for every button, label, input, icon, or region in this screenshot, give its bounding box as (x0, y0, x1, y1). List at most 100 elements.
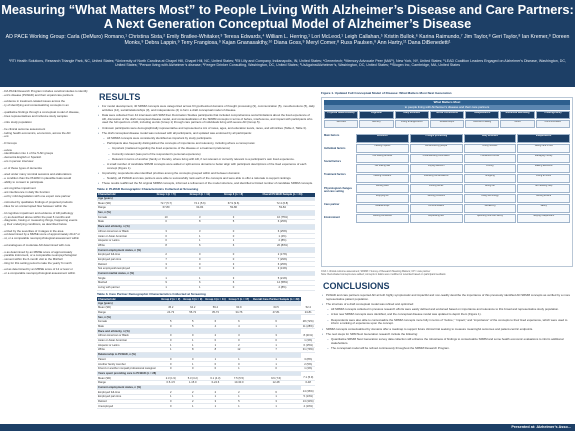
left-column-line: ...ent’s disease (PLWAD) and their unpai… (2, 92, 74, 97)
table-cell: 1 (250, 394, 302, 400)
figure-concept-box: Taking care of self (517, 143, 570, 153)
table-header-cell: Characteristic (97, 192, 150, 197)
table-cell: 2 (159, 389, 182, 396)
figure-title: Figure 1. Updated Full Conceptual Model … (321, 91, 452, 95)
left-column-line: ...eview (2, 147, 12, 152)
left-column-line: ...ntire study population (2, 120, 32, 125)
table-cell: 1 (4%) (249, 233, 315, 239)
left-column-line: ...qualitative findings through a concep… (2, 109, 80, 114)
figure-concept-box: Feeling connected (356, 213, 409, 223)
table-cell: 0 (203, 366, 228, 372)
table-header-cell: Group 3 (n = 8) (217, 192, 250, 197)
results-bullet: Importantly, respondents also identified… (97, 171, 315, 176)
table-cell: 6 (182, 280, 218, 286)
conclusions-bullet: The conceptual model will be refined con… (321, 346, 573, 351)
table-cell: 1 (182, 275, 218, 282)
table-group-label: Relationship to PLWAD, n (%) (97, 352, 302, 358)
left-column-line: ...ty of identifying and contextualizing… (2, 103, 69, 108)
table-cell: 7.5 (5.5) (227, 375, 251, 381)
figure-concept-box: Using technology (463, 193, 517, 203)
table-cell: 6.1 (4.3) (203, 375, 228, 381)
table-row: Employed full-time 2 2 2 2 6 14 (36%) (97, 389, 315, 396)
left-column-line: ...s as determined by an MMSE score of a… (2, 249, 73, 254)
table-cell: 1 (159, 347, 182, 353)
table-cell: 2 (203, 333, 228, 339)
figure-domain-box: Social connections (429, 110, 465, 119)
conclusions-bullet: Quantitative SRMM Next Generation survey… (321, 337, 573, 345)
table-group-label: Current marital status, n (%) (97, 271, 315, 277)
table-cell: Range (97, 205, 150, 211)
table-cell: 7 (250, 347, 302, 353)
figure-side-label: Environment (324, 216, 340, 220)
table-cell: 1 (203, 342, 228, 349)
table-group-row: Current employment status, n (%) (97, 247, 315, 253)
table-row: Retired 3 0 3 6 (25%) (97, 261, 315, 268)
table-header-cell: Characteristic (97, 297, 160, 302)
figure-concept-box: Safety (517, 203, 570, 213)
table-cell: 1 (182, 238, 218, 244)
left-column-line: ...ed as determined by an MMSE score of … (2, 267, 73, 272)
table-cell: African American or Black (97, 229, 150, 235)
results-bullet: A small number of candidate SRMM concept… (97, 162, 315, 170)
table-cell: 0 (159, 357, 182, 363)
table-cell: Single (97, 275, 150, 282)
results-bullet: Important (mattered regarding the lived … (97, 147, 315, 151)
table-cell: 8 (182, 219, 218, 225)
table-cell: 3 (217, 275, 250, 282)
table-cell: Parent (97, 357, 160, 363)
table-cell: 4 (10%) (301, 403, 315, 410)
table-cell: 3 (217, 266, 250, 272)
table-cell: 6 (203, 319, 228, 325)
table-cell: Hispanic or Latino (97, 342, 160, 349)
table-row: Employed part-time 7 0 0 7 (29%) (97, 257, 315, 263)
table-cell: 0 (227, 361, 251, 367)
figure-concept-box: Remembering people (409, 143, 463, 153)
table-cell: White (97, 347, 160, 353)
table-cell: 0.5-4.5 (159, 380, 182, 386)
figure-concept-box: Going out (463, 183, 517, 193)
affiliations: ¹RTI Health Solutions, Research Triangle… (9, 59, 566, 68)
figure-top-bar: What Matters Most (324, 99, 570, 105)
table-cell: 5 (181, 324, 204, 330)
title-line-2: A Next Generation Conceptual Model of Al… (103, 16, 472, 31)
figure-concept-box: Expressing self (409, 213, 463, 223)
table-header-row: Characteristic Group 2 (n = 2) Group 3 (n … (97, 297, 315, 302)
table-row: Married 9 6 6 14 (58%) (97, 280, 315, 286)
table-cell: 3 (13%) (249, 266, 315, 272)
footer-text: Presented at: Alzheimer’s Asso... (511, 425, 571, 429)
table-row: Retired 0 2 3 5 3 13 (33%) (97, 399, 315, 405)
table-cell: 10-30.0 (227, 380, 251, 386)
table-cell: 1 (250, 361, 302, 367)
table-cell: 52.4 (301, 305, 315, 311)
figure-concept-box: Feeling hopeful (356, 143, 409, 153)
table-cell: 1 (227, 394, 251, 400)
poster-title: Measuring “What Matters Most” to People … (0, 3, 575, 31)
left-column-line: ...luding health economics, economics, a… (2, 130, 71, 135)
left-column-line: ...D Groups (2, 141, 17, 146)
table-cell: 24-73 (159, 310, 182, 316)
left-column: ...DA PACE Research Program includes cer… (2, 89, 91, 276)
results-bullet: For model development, 40 SRMM concepts … (97, 104, 315, 112)
figure-domain-box: Self-care (324, 119, 359, 128)
table-cell: 10 (149, 215, 183, 221)
left-column-line: ...diagnosis, having or measuring things… (2, 218, 78, 223)
table-group-row: Current employment status, n (%) (97, 385, 315, 391)
table-cell: 64.2 (181, 305, 204, 311)
poster-header: Measuring “What Matters Most” to People … (0, 0, 575, 87)
table-cell: 3 (149, 261, 183, 268)
left-column-line: ...identification into 1 of the 5 AD gro… (2, 151, 54, 156)
figure-domain-box: Thinking/clarity (535, 110, 570, 119)
table-cell: 1-15.0 (181, 380, 204, 386)
table-cell: 0 (181, 333, 204, 339)
table-cell: 0 (182, 257, 218, 263)
figure-concept-box: Shopping (463, 173, 517, 183)
left-column-line: ...tting for this setting period to take… (2, 260, 72, 265)
figure-row-1: Physical health/mobility Cognition Daily a… (324, 110, 570, 119)
table-cell: 1 (181, 342, 204, 349)
figure-domain-box: Physical health/mobility (324, 110, 359, 119)
results-bullet: Participants also frequently distinguish… (97, 141, 315, 146)
table-cell: 0 (159, 324, 182, 330)
figure-side-label: Treatment factors (324, 173, 346, 177)
table-cell: Mean (SD) (97, 305, 160, 311)
table-row: Hispanic or Latino 1 1 1 2 1 6 (15%) (97, 342, 315, 349)
